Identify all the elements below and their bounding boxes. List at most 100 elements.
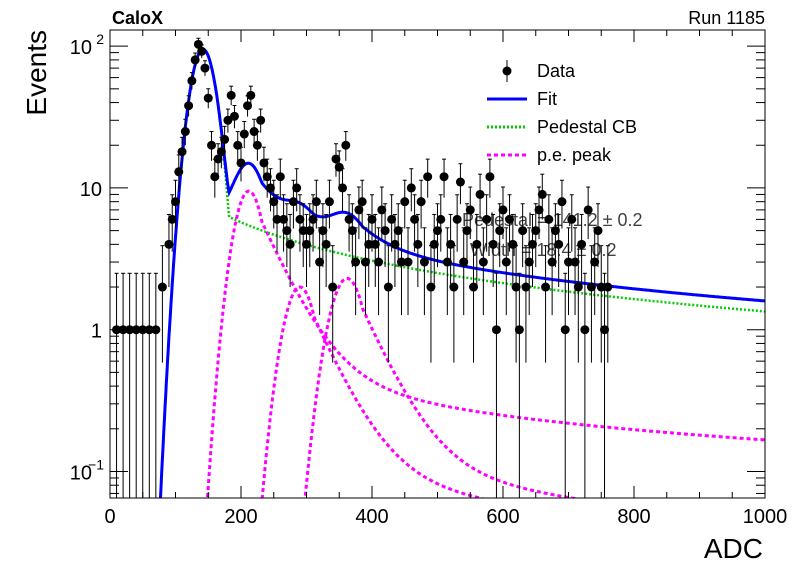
data-point bbox=[207, 131, 217, 161]
data-point bbox=[600, 272, 610, 498]
data-point bbox=[262, 158, 272, 198]
data-point bbox=[157, 245, 167, 363]
data-point bbox=[550, 203, 560, 268]
y-tick-label: 10 bbox=[70, 462, 92, 484]
data-point bbox=[482, 194, 492, 252]
legend-item: Pedestal CB bbox=[487, 117, 637, 137]
data-point bbox=[305, 203, 315, 268]
data-point bbox=[321, 213, 331, 288]
data-point bbox=[603, 245, 613, 363]
data-point bbox=[125, 272, 135, 498]
data-point bbox=[334, 150, 344, 187]
data-point bbox=[527, 213, 537, 288]
legend-item: Fit bbox=[487, 89, 557, 109]
data-point bbox=[338, 168, 348, 212]
data-point bbox=[184, 95, 194, 117]
data-point bbox=[433, 203, 442, 268]
x-tick-label: 800 bbox=[617, 506, 650, 528]
data-point bbox=[478, 227, 488, 316]
data-point bbox=[279, 194, 289, 252]
data-point bbox=[485, 158, 495, 198]
run-label: Run 1185 bbox=[688, 8, 765, 28]
data-point bbox=[544, 194, 554, 252]
data-point bbox=[501, 227, 511, 316]
legend-label: Fit bbox=[537, 89, 557, 109]
data-point bbox=[151, 272, 161, 498]
data-point bbox=[455, 163, 465, 205]
pe-peak-curve-2 bbox=[260, 285, 487, 498]
x-tick-label: 1000 bbox=[743, 506, 788, 528]
data-point bbox=[406, 168, 416, 212]
data-point bbox=[177, 136, 187, 169]
data-point bbox=[341, 131, 351, 161]
data-point bbox=[229, 104, 239, 129]
data-point bbox=[560, 272, 570, 498]
fit-curve bbox=[158, 47, 765, 498]
data-point bbox=[295, 194, 305, 252]
data-point bbox=[190, 52, 200, 68]
data-point bbox=[200, 60, 210, 76]
data-point bbox=[374, 227, 384, 316]
data-point bbox=[324, 179, 334, 229]
data-point bbox=[590, 227, 600, 316]
y-tick-label: 10 bbox=[70, 37, 92, 59]
data-point bbox=[302, 213, 311, 288]
data-points bbox=[112, 37, 613, 498]
data-point bbox=[495, 203, 505, 268]
pe-peak-curve-1 bbox=[205, 189, 765, 498]
data-point bbox=[174, 154, 184, 192]
data-point bbox=[593, 203, 603, 268]
data-point bbox=[357, 179, 367, 229]
legend-label: Data bbox=[537, 61, 576, 81]
data-point bbox=[554, 213, 564, 288]
data-point bbox=[400, 179, 410, 229]
data-point bbox=[164, 213, 174, 288]
data-point bbox=[144, 272, 154, 498]
data-point bbox=[449, 245, 459, 363]
data-point bbox=[331, 143, 341, 177]
data-point bbox=[498, 186, 508, 240]
data-point bbox=[419, 227, 429, 316]
legend: Data Fit Pedestal CB p.e. peak bbox=[487, 60, 637, 165]
data-point bbox=[564, 227, 573, 316]
data-point bbox=[187, 72, 197, 90]
x-tick-label: 0 bbox=[104, 506, 115, 528]
x-tick-label: 400 bbox=[355, 506, 388, 528]
legend-item: p.e. peak bbox=[487, 145, 612, 165]
data-point bbox=[531, 203, 541, 268]
y-axis-title: Events bbox=[21, 30, 52, 116]
data-point bbox=[511, 245, 521, 363]
data-point bbox=[472, 213, 482, 288]
data-point bbox=[315, 227, 325, 316]
data-point bbox=[596, 245, 606, 363]
data-point bbox=[180, 118, 190, 146]
data-point bbox=[318, 203, 328, 268]
data-point bbox=[403, 227, 413, 316]
data-point bbox=[465, 186, 475, 240]
data-point bbox=[118, 272, 128, 498]
data-point bbox=[239, 121, 249, 149]
data-point bbox=[282, 203, 292, 268]
data-point bbox=[197, 44, 207, 59]
legend-item: Data bbox=[502, 60, 576, 82]
legend-label: Pedestal CB bbox=[537, 117, 637, 137]
x-axis-title: ADC bbox=[704, 533, 763, 564]
data-point bbox=[436, 194, 446, 252]
data-point bbox=[393, 203, 403, 268]
data-point bbox=[491, 272, 501, 498]
y-tick-exponent: 2 bbox=[96, 31, 104, 47]
data-point bbox=[236, 146, 246, 182]
y-tick-label: 10 bbox=[80, 179, 102, 201]
data-point bbox=[354, 186, 364, 240]
fit-parameter-line-1: Pedestal = 141.2 ± 0.2 bbox=[462, 210, 643, 230]
data-point bbox=[521, 245, 531, 363]
data-point bbox=[298, 203, 308, 268]
data-point bbox=[252, 131, 262, 161]
data-point bbox=[370, 213, 380, 288]
data-point bbox=[413, 213, 423, 288]
data-point bbox=[223, 108, 233, 133]
data-point bbox=[429, 213, 439, 288]
data-point bbox=[518, 203, 528, 268]
data-point bbox=[351, 227, 361, 316]
